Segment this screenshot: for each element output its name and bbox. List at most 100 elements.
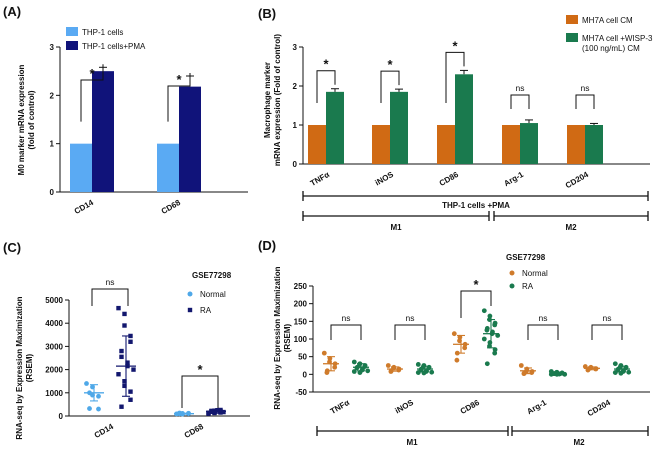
- panel-a-bar: [92, 71, 114, 192]
- panel-a-bar: [70, 143, 92, 192]
- panel-d-y-tick-label: 0: [303, 370, 308, 379]
- panel-c-legend-marker: [187, 307, 193, 313]
- panel-c-point: [116, 305, 121, 311]
- panel-d-bracket: [527, 324, 559, 340]
- panel-b-y-axis-label-line: mRNA expression (Fold of control): [273, 34, 282, 166]
- panel-d-point: [365, 368, 371, 374]
- panel-b-x-tick-label: CD204: [564, 170, 591, 191]
- panel-b-bracket: [575, 94, 595, 109]
- panel-d-y-tick-label: 250: [294, 282, 308, 291]
- panel-b-x-tick-label: TNFα: [309, 170, 331, 188]
- panel-d-point: [484, 327, 490, 333]
- panel-b-label: (B): [258, 6, 276, 21]
- panel-c-label: (C): [3, 240, 21, 255]
- panel-c-point: [128, 397, 133, 402]
- panel-d-point: [351, 359, 357, 365]
- panel-a-legend-label: THP-1 cells+PMA: [82, 42, 146, 51]
- panel-a-x-tick-label: CD14: [73, 198, 96, 216]
- panel-d-group-label: M1: [406, 438, 418, 447]
- panel-b-group-label: M2: [565, 223, 577, 232]
- panel-c-point: [221, 409, 226, 415]
- panel-d-y-tick-label: 50: [298, 353, 307, 362]
- panel-b-bar: [390, 91, 408, 164]
- panel-d-point: [454, 357, 460, 363]
- panel-b-y-axis-label-line: Macrophage marker: [263, 62, 272, 138]
- panel-c-legend-title: GSE77298: [192, 271, 232, 280]
- panel-d-point: [415, 370, 421, 375]
- panel-d-point: [518, 363, 524, 368]
- panel-d-significance: ns: [539, 313, 548, 323]
- panel-d-point: [421, 370, 427, 376]
- panel-c-point: [122, 383, 127, 389]
- panel-b-y-tick-label: 2: [293, 82, 298, 91]
- panel-d-point: [612, 370, 618, 375]
- panel-c-point: [96, 393, 101, 399]
- panel-d-point: [492, 347, 498, 352]
- panel-d-legend-label: Normal: [522, 269, 548, 278]
- panel-a-x-tick-label: CD68: [160, 198, 183, 216]
- panel-d-point: [351, 369, 357, 374]
- panel-b-legend-label: MH7A cell +WISP-3: [582, 34, 653, 43]
- panel-b-y-tick-label: 1: [293, 121, 298, 130]
- panel-d-point: [521, 371, 527, 377]
- panel-d-point: [612, 361, 618, 367]
- panel-d-point: [487, 313, 493, 319]
- panel-d-y-axis-label-line: (RSEM): [283, 323, 292, 352]
- panel-d-legend-label: RA: [522, 282, 534, 291]
- panel-b-y-tick-label: 0: [293, 160, 298, 169]
- panel-a-label: (A): [3, 4, 21, 19]
- panel-b-x-tick-label: iNOS: [374, 170, 396, 188]
- panel-d-point: [626, 369, 632, 375]
- panel-c-point: [125, 360, 130, 365]
- panel-b-bar: [502, 125, 520, 164]
- panel-d-significance: ns: [603, 313, 612, 323]
- panel-d-bracket: [460, 290, 492, 318]
- panel-b-group-label: M1: [390, 223, 402, 232]
- panel-d-point: [429, 369, 435, 375]
- panel-b-significance: *: [452, 38, 458, 53]
- panel-d-point: [321, 350, 327, 356]
- panel-a-y-tick-label: 1: [50, 140, 55, 149]
- panel-c-y-axis-label: RNA-seq by Expression Maximization(RSEM): [15, 296, 34, 439]
- panel-c-point: [212, 408, 217, 413]
- panel-c-point: [96, 406, 101, 412]
- panel-d-bracket: [394, 324, 426, 340]
- panel-d-point: [481, 336, 487, 342]
- panel-b-legend-swatch: [566, 15, 578, 24]
- panel-c-y-axis-label-line: (RSEM): [25, 353, 34, 382]
- panel-c-y-axis-label-line: RNA-seq by Expression Maximization: [15, 296, 24, 439]
- panel-d-y-tick-label: -50: [295, 388, 307, 397]
- panel-d-x-tick-label: CD86: [459, 398, 482, 416]
- panel-d-significance: ns: [342, 313, 351, 323]
- panel-b-x-tick-label: CD86: [438, 170, 461, 188]
- panel-c-point: [218, 407, 223, 413]
- panel-a-legend-swatch: [66, 27, 78, 36]
- panel-d-point: [492, 350, 498, 356]
- panel-d-legend-marker: [509, 283, 515, 289]
- panel-c-y-tick-label: 0: [59, 412, 64, 421]
- panel-c-x-tick-label: CD14: [93, 422, 116, 440]
- panel-c-point: [206, 410, 211, 415]
- panel-a-bar: [157, 143, 179, 192]
- panel-d-point: [388, 369, 394, 374]
- panel-c-significance: ns: [106, 277, 115, 287]
- panel-c-y-tick-label: 4000: [45, 319, 63, 328]
- panel-a-y-tick-label: 2: [50, 91, 55, 100]
- panel-d-bracket: [330, 324, 362, 340]
- panel-d-significance: *: [473, 277, 479, 292]
- panel-d-x-tick-label: Arg-1: [525, 398, 548, 417]
- panel-d-point: [332, 364, 338, 370]
- panel-c-bracket: [91, 288, 129, 306]
- panel-b-legend-swatch: [566, 33, 578, 42]
- panel-d-x-tick-label: iNOS: [394, 398, 416, 416]
- panel-c-y-tick-label: 2000: [45, 366, 63, 375]
- panel-d-y-tick-label: 100: [294, 335, 308, 344]
- panel-d-point: [492, 322, 498, 328]
- panel-a-y-axis-label: M0 marker mRNA expression(fold of contro…: [17, 64, 36, 175]
- panel-d-point: [484, 361, 490, 367]
- panel-c-y-tick-label: 3000: [45, 342, 63, 351]
- panel-a-y-tick-label: 0: [50, 188, 55, 197]
- panel-d-label: (D): [258, 238, 276, 253]
- panel-c-bracket: [181, 375, 219, 408]
- panel-d-y-axis-label: RNA-seq by Expression Maximization(RSEM): [273, 266, 292, 409]
